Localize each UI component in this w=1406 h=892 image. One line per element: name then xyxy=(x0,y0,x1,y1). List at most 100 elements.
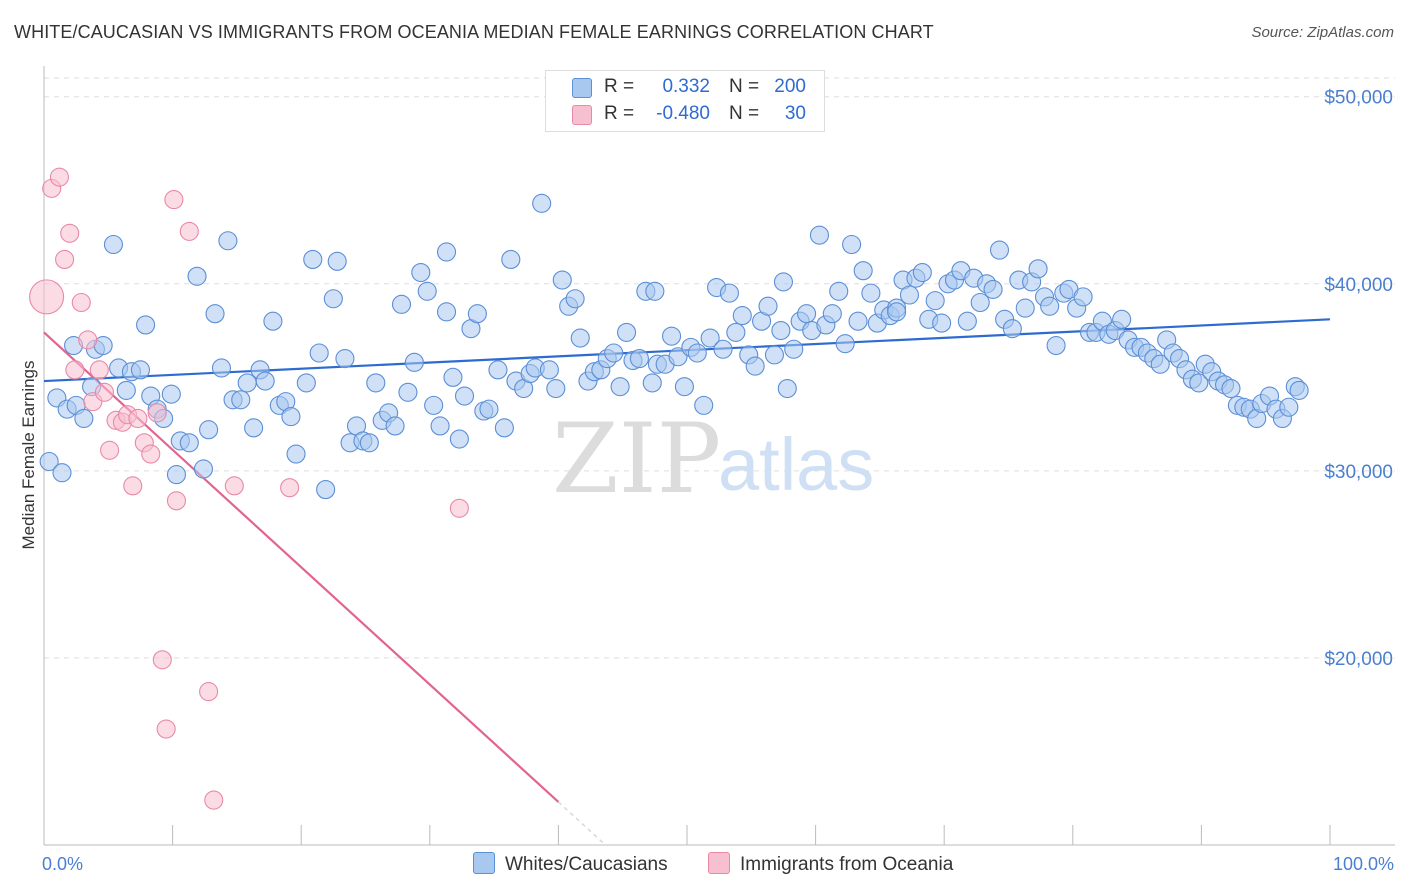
data-point-whites xyxy=(809,225,830,245)
data-point-whites xyxy=(263,311,283,331)
data-point-whites xyxy=(218,231,238,251)
data-point-oceania xyxy=(29,279,65,315)
data-point-whites xyxy=(629,349,649,369)
data-point-whites xyxy=(303,249,323,270)
legend-swatch-whites xyxy=(572,78,592,98)
data-point-oceania xyxy=(156,719,176,739)
data-point-whites xyxy=(532,193,552,213)
y-axis-label: Median Female Earnings xyxy=(19,361,38,550)
data-point-oceania xyxy=(179,221,199,241)
data-point-oceania xyxy=(166,491,187,511)
data-point-whites xyxy=(39,451,59,472)
data-point-whites xyxy=(719,283,739,303)
data-point-whites xyxy=(687,343,707,363)
data-point-whites xyxy=(286,444,306,464)
data-point-whites xyxy=(957,311,977,331)
data-point-whites xyxy=(116,380,136,400)
data-point-whites xyxy=(359,433,379,453)
data-point-whites xyxy=(501,249,521,270)
data-point-whites xyxy=(454,386,475,406)
data-point-oceania xyxy=(123,476,143,496)
data-point-oceania xyxy=(152,650,172,670)
data-point-whites xyxy=(309,343,329,363)
data-point-whites xyxy=(424,395,444,415)
data-point-oceania xyxy=(49,167,69,187)
data-point-oceania xyxy=(89,360,109,380)
data-point-oceania xyxy=(199,682,219,702)
data-point-whites xyxy=(130,360,150,380)
bottom-legend-label-whites: Whites/Caucasians xyxy=(505,854,668,875)
data-point-whites xyxy=(74,408,94,429)
data-point-whites xyxy=(771,320,791,341)
data-point-whites xyxy=(668,347,688,367)
data-point-whites xyxy=(199,420,219,440)
data-point-whites xyxy=(617,322,637,342)
data-point-oceania xyxy=(55,249,75,270)
x-tick-label-max: 100.0% xyxy=(1333,854,1394,874)
y-tick-label: $40,000 xyxy=(1324,275,1393,296)
data-point-whites xyxy=(398,382,418,402)
data-point-oceania xyxy=(128,408,148,429)
watermark-atlas: atlas xyxy=(718,423,874,506)
data-point-oceania xyxy=(141,444,161,464)
data-point-whites xyxy=(244,418,264,438)
legend-r-value: -0.480 xyxy=(656,103,710,124)
data-point-whites xyxy=(784,339,804,359)
data-point-whites xyxy=(912,263,932,283)
legend-row-oceania: R = -0.480 N = 30 xyxy=(546,102,824,128)
x-tick-label-min: 0.0% xyxy=(42,854,83,874)
legend-r-value: 0.332 xyxy=(662,76,710,97)
data-point-whites xyxy=(694,395,714,415)
data-point-whites xyxy=(1046,335,1066,356)
data-point-whites xyxy=(436,242,457,262)
data-point-whites xyxy=(385,416,405,436)
data-point-whites xyxy=(449,429,469,449)
legend-n-value: 30 xyxy=(784,103,806,124)
series-oceania-points xyxy=(29,167,469,810)
data-point-whites xyxy=(179,433,199,453)
data-point-whites xyxy=(1015,298,1035,318)
data-point-oceania xyxy=(65,360,85,380)
data-point-whites xyxy=(758,296,778,316)
data-point-oceania xyxy=(449,498,469,518)
legend-r-label: R = xyxy=(604,76,635,97)
data-point-whites xyxy=(732,306,752,326)
data-point-whites xyxy=(983,279,1003,299)
data-point-whites xyxy=(546,378,566,399)
bottom-legend-oceania: Immigrants from Oceania xyxy=(708,852,953,876)
legend-row-whites: R = 0.332 N = 200 xyxy=(546,75,824,101)
chart-title: WHITE/CAUCASIAN VS IMMIGRANTS FROM OCEAN… xyxy=(14,22,934,42)
data-point-whites xyxy=(296,373,316,393)
data-point-whites xyxy=(745,356,765,376)
bottom-legend-swatch-oceania xyxy=(708,852,730,874)
data-point-whites xyxy=(1189,373,1209,393)
data-point-whites xyxy=(797,304,817,324)
data-point-whites xyxy=(848,311,868,331)
data-point-whites xyxy=(835,334,855,354)
trend-line-oceania-dashed xyxy=(557,801,604,844)
data-point-whites xyxy=(674,377,694,397)
data-point-whites xyxy=(853,261,873,281)
bottom-legend-label-oceania: Immigrants from Oceania xyxy=(740,854,954,875)
data-point-whites xyxy=(417,281,437,301)
data-point-whites xyxy=(1289,380,1309,400)
data-point-whites xyxy=(366,373,386,393)
data-point-whites xyxy=(281,407,301,427)
data-point-whites xyxy=(443,367,463,387)
data-point-whites xyxy=(925,291,945,311)
data-point-whites xyxy=(161,384,181,404)
data-point-whites xyxy=(255,371,275,391)
data-point-whites xyxy=(1279,397,1299,417)
bottom-legend-swatch-whites xyxy=(473,852,495,874)
legend-n-label: N = xyxy=(729,103,760,124)
data-point-whites xyxy=(662,326,682,346)
data-point-whites xyxy=(1002,319,1022,339)
data-point-oceania xyxy=(147,403,167,423)
series-whites-points xyxy=(39,193,1309,500)
legend-n-label: N = xyxy=(729,76,760,97)
data-point-whites xyxy=(777,378,797,399)
data-point-whites xyxy=(205,304,225,324)
data-point-whites xyxy=(327,251,347,271)
data-point-oceania xyxy=(280,478,300,498)
data-point-whites xyxy=(829,281,849,301)
